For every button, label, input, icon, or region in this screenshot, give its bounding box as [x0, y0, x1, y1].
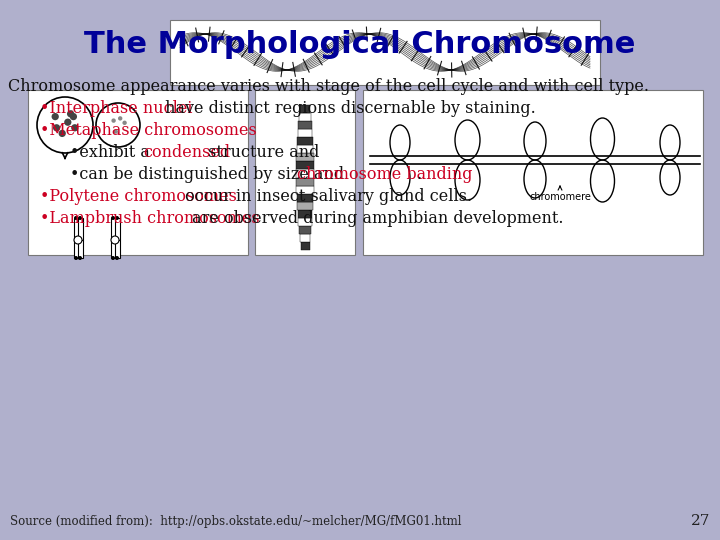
Text: chromosome banding: chromosome banding: [297, 166, 472, 183]
Circle shape: [111, 256, 115, 260]
Bar: [298, 210, 312, 218]
Bar: [297, 137, 312, 145]
Bar: [300, 242, 310, 250]
Bar: [298, 129, 312, 137]
Text: have distinct regions discernable by staining.: have distinct regions discernable by sta…: [160, 100, 536, 117]
Text: are observed during amphibian development.: are observed during amphibian developmen…: [186, 210, 563, 227]
Bar: [78, 240, 83, 258]
Circle shape: [70, 113, 77, 120]
Circle shape: [122, 120, 127, 125]
Bar: [299, 218, 312, 226]
Bar: [28, 90, 248, 255]
Text: Chromosome appearance varies with stage of the cell cycle and with cell type.: Chromosome appearance varies with stage …: [8, 78, 649, 95]
Circle shape: [118, 116, 122, 120]
Circle shape: [71, 124, 78, 131]
Circle shape: [115, 216, 119, 220]
Bar: [115, 240, 120, 258]
Circle shape: [74, 256, 78, 260]
Circle shape: [53, 124, 60, 131]
Bar: [300, 234, 310, 242]
Circle shape: [111, 236, 119, 244]
Circle shape: [67, 110, 74, 117]
Bar: [296, 161, 314, 170]
Bar: [111, 218, 116, 240]
Circle shape: [74, 216, 78, 220]
Text: condensed: condensed: [143, 144, 230, 161]
Text: .: .: [417, 166, 422, 183]
Bar: [299, 121, 312, 129]
Circle shape: [114, 130, 118, 134]
Bar: [297, 145, 313, 153]
Bar: [299, 113, 311, 121]
Text: The Morphological Chromosome: The Morphological Chromosome: [84, 30, 636, 59]
Bar: [297, 186, 313, 194]
Text: •exhibit a: •exhibit a: [70, 144, 155, 161]
Text: Source (modified from):  http://opbs.okstate.edu/~melcher/MG/fMG01.html: Source (modified from): http://opbs.okst…: [10, 515, 462, 528]
Circle shape: [52, 113, 59, 120]
Circle shape: [74, 236, 82, 244]
Bar: [74, 240, 79, 258]
Text: •can be distinguished by size and: •can be distinguished by size and: [70, 166, 349, 183]
Circle shape: [78, 216, 82, 220]
Bar: [115, 218, 120, 240]
Circle shape: [112, 118, 116, 123]
Bar: [296, 178, 314, 186]
Text: structure and: structure and: [204, 144, 320, 161]
Bar: [297, 194, 313, 201]
Bar: [297, 201, 312, 210]
Circle shape: [58, 130, 66, 137]
Bar: [111, 240, 116, 258]
Bar: [363, 90, 703, 255]
Text: •Lampbrush chromosomes: •Lampbrush chromosomes: [40, 210, 260, 227]
Circle shape: [64, 119, 71, 126]
Text: •Metaphase chromosomes: •Metaphase chromosomes: [40, 122, 257, 139]
Text: chromomere: chromomere: [529, 186, 591, 202]
Circle shape: [115, 256, 119, 260]
Circle shape: [96, 103, 140, 147]
Bar: [300, 105, 310, 113]
Circle shape: [37, 97, 93, 153]
Text: 27: 27: [690, 514, 710, 528]
Bar: [297, 153, 313, 161]
Bar: [299, 226, 311, 234]
Text: •Interphase nuclei: •Interphase nuclei: [40, 100, 192, 117]
Bar: [255, 90, 355, 255]
Text: occur in insect salivary gland cells.: occur in insect salivary gland cells.: [180, 188, 472, 205]
Text: •Polytene chromosomes: •Polytene chromosomes: [40, 188, 237, 205]
Circle shape: [111, 216, 115, 220]
Bar: [78, 218, 83, 240]
Bar: [170, 20, 600, 85]
Bar: [74, 218, 79, 240]
Bar: [296, 170, 314, 178]
Circle shape: [78, 256, 82, 260]
